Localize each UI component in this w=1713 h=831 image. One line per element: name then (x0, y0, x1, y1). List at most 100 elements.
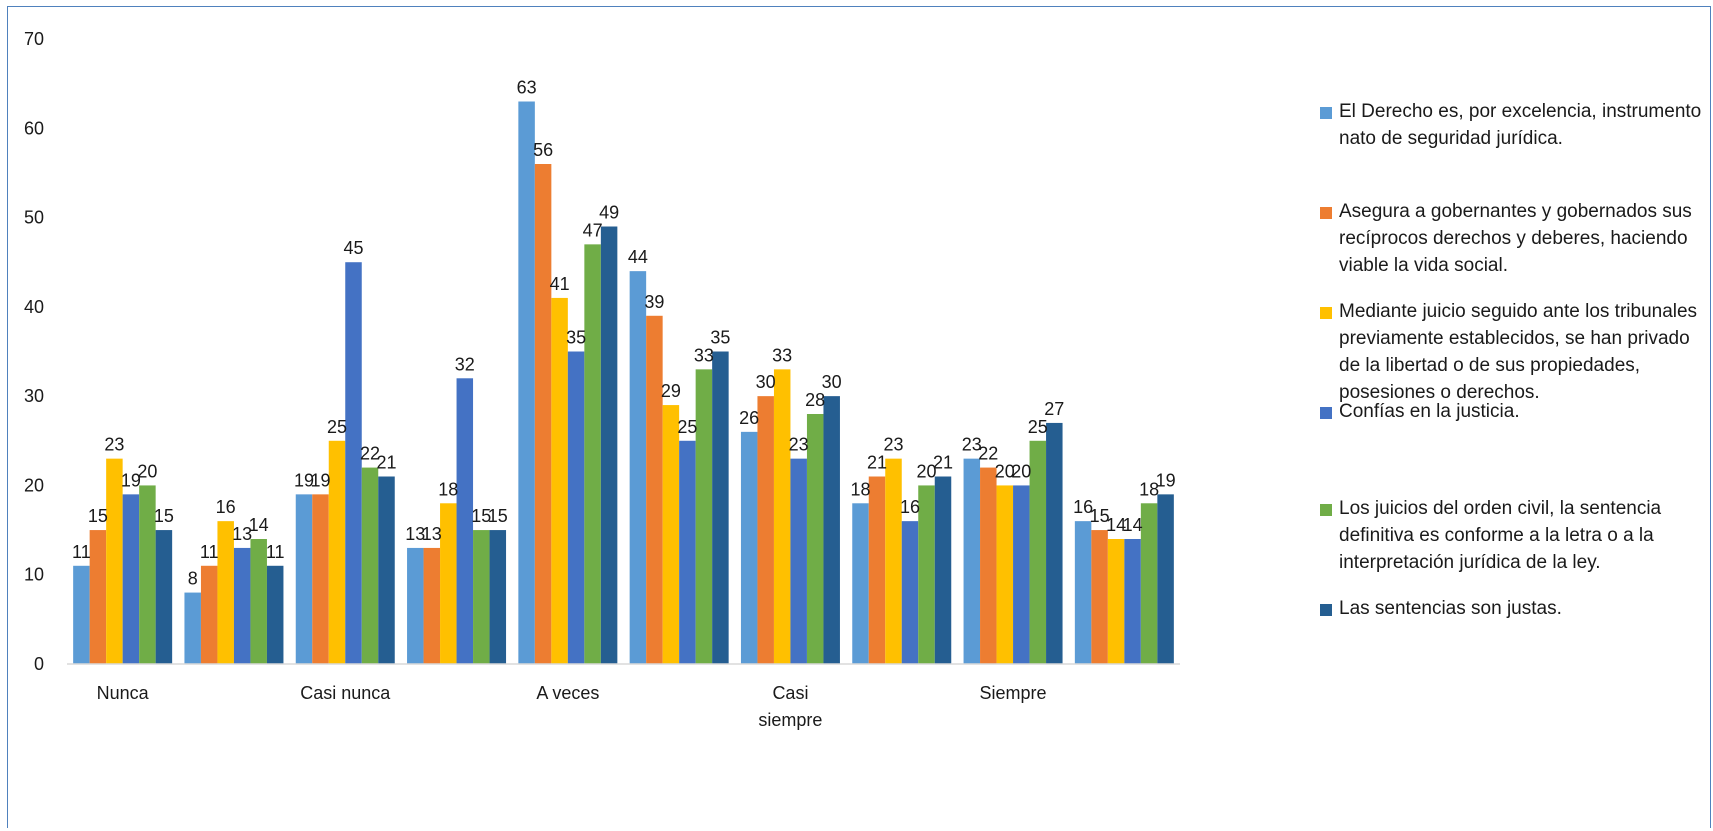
bar (695, 369, 713, 664)
bar (980, 467, 997, 664)
data-label: 28 (805, 390, 825, 410)
y-tick-label: 50 (24, 208, 44, 228)
data-label: 25 (1028, 417, 1048, 437)
bar (823, 396, 840, 664)
data-label: 63 (517, 78, 537, 98)
data-label: 18 (438, 479, 458, 499)
bar (456, 378, 474, 664)
legend-swatch (1320, 407, 1332, 419)
bar (551, 297, 568, 664)
data-label: 25 (677, 417, 697, 437)
bar (773, 369, 791, 664)
legend-label: Los juicios del orden civil, la sentenci… (1339, 498, 1662, 573)
y-tick-label: 20 (24, 475, 44, 495)
legend-item: Las sentencias son justas. (1320, 595, 1707, 622)
bar (852, 503, 869, 664)
legend-item: Confías en la justicia. (1320, 398, 1707, 425)
legend-item: Asegura a gobernantes y gobernados sus r… (1320, 198, 1707, 279)
bar (361, 467, 379, 664)
data-label: 13 (422, 524, 442, 544)
data-label: 47 (583, 220, 603, 240)
bar (600, 226, 618, 664)
y-tick-label: 40 (24, 297, 44, 317)
bar (106, 458, 123, 664)
bar (122, 494, 140, 664)
data-label: 18 (1139, 479, 1159, 499)
data-label: 44 (628, 247, 648, 267)
legend-item: Mediante juicio seguido ante los tribuna… (1320, 298, 1707, 406)
data-label: 20 (1011, 461, 1031, 481)
data-label: 45 (343, 238, 363, 258)
data-label: 14 (1123, 515, 1143, 535)
bar (996, 485, 1014, 664)
data-label: 15 (154, 506, 174, 526)
y-tick-label: 60 (24, 118, 44, 138)
data-label: 15 (1090, 506, 1110, 526)
y-tick-label: 30 (24, 386, 44, 406)
data-label: 15 (88, 506, 108, 526)
legend: El Derecho es, por excelencia, instrumen… (1320, 0, 1710, 831)
legend-label: Confías en la justicia. (1339, 401, 1520, 422)
data-label: 11 (266, 542, 285, 562)
bar (473, 530, 490, 664)
legend-label: Las sentencias son justas. (1339, 598, 1562, 619)
data-label: 15 (488, 506, 508, 526)
data-label: 26 (739, 408, 759, 428)
data-label: 11 (72, 542, 91, 562)
data-label: 20 (137, 461, 157, 481)
bar (184, 592, 201, 664)
bar (1157, 494, 1174, 664)
data-label: 35 (566, 328, 586, 348)
bar (1091, 530, 1108, 664)
bar (740, 431, 758, 664)
data-label: 32 (455, 354, 475, 374)
data-label: 23 (962, 435, 982, 455)
bar (440, 503, 457, 664)
data-label: 16 (900, 497, 920, 517)
x-category-label: Casi (772, 683, 808, 703)
data-label: 13 (405, 524, 425, 544)
data-label: 8 (188, 569, 198, 589)
bar (312, 494, 329, 664)
data-label: 15 (471, 506, 491, 526)
bar (901, 521, 919, 664)
y-axis: 0 10 20 30 40 50 60 70 (24, 29, 44, 674)
bar (250, 539, 267, 664)
data-label: 19 (294, 470, 314, 490)
data-label: 29 (661, 381, 681, 401)
data-label: 13 (232, 524, 252, 544)
data-label: 21 (376, 453, 396, 473)
bar (712, 351, 729, 664)
bar (806, 414, 824, 664)
data-label: 11 (200, 542, 219, 562)
data-label: 23 (104, 435, 124, 455)
bar (266, 565, 284, 664)
data-label: 16 (216, 497, 236, 517)
data-label: 21 (867, 453, 887, 473)
data-label: 21 (933, 453, 953, 473)
bar (1029, 440, 1047, 664)
legend-label: Asegura a gobernantes y gobernados sus r… (1339, 201, 1692, 276)
bar (489, 530, 507, 664)
bar (885, 458, 902, 664)
bar (963, 458, 981, 664)
bar (155, 530, 173, 664)
data-label: 30 (822, 372, 842, 392)
chart-frame (7, 6, 1711, 828)
legend-label: Mediante juicio seguido ante los tribuna… (1339, 301, 1698, 403)
data-label: 39 (644, 292, 664, 312)
bar (790, 458, 807, 664)
bar (868, 476, 886, 664)
data-label: 33 (772, 345, 792, 365)
bar (73, 565, 90, 664)
data-label: 49 (599, 203, 619, 223)
bar (1074, 521, 1092, 664)
y-tick-label: 10 (24, 565, 44, 585)
bar-group (73, 101, 1174, 664)
bar (295, 494, 313, 664)
bar (757, 396, 774, 664)
bar (1107, 539, 1125, 664)
data-label: 14 (1106, 515, 1126, 535)
data-label: 56 (533, 140, 553, 160)
